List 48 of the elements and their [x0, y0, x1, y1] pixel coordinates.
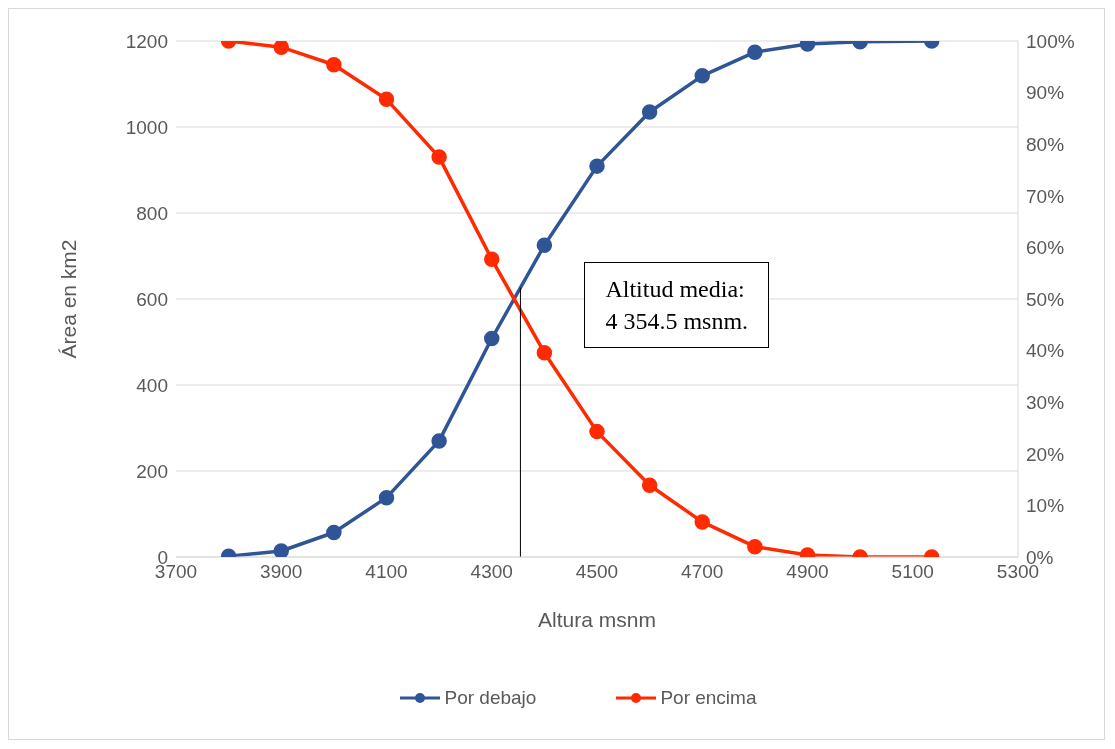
legend-label: Por encima: [659, 687, 757, 709]
point: [431, 149, 447, 165]
point: [326, 56, 342, 73]
point: [431, 433, 447, 449]
x-tick-label: 3900: [260, 561, 303, 583]
y-axis-title: Área en km2: [57, 239, 81, 359]
y2-tick-label: 80%: [1026, 133, 1065, 155]
x-tick-label: 4700: [681, 561, 724, 583]
point: [326, 524, 342, 541]
x-tick-label: 4500: [575, 561, 619, 583]
y-tick-label: 600: [136, 288, 168, 310]
point: [536, 344, 553, 361]
y2-tick-label: 100%: [1026, 30, 1075, 52]
y-tick-label: 800: [136, 202, 168, 224]
y2-tick-label: 40%: [1026, 340, 1065, 362]
y2-tick-label: 50%: [1026, 288, 1065, 310]
point: [589, 158, 605, 174]
y2-tick-label: 90%: [1026, 82, 1065, 104]
point: [536, 237, 553, 253]
annotation: Altitud media: 4 354.5 msnm.: [584, 262, 770, 349]
point: [484, 330, 500, 347]
point: [484, 251, 500, 268]
point: [694, 514, 710, 530]
y2-tick-label: 70%: [1026, 185, 1065, 207]
x-tick-label: 4100: [365, 561, 408, 583]
y-tick-label: 400: [136, 374, 168, 396]
y-tick-label: 1000: [125, 116, 168, 138]
point: [694, 68, 710, 84]
x-tick-label: 4900: [786, 561, 829, 583]
y-tick-label: 1200: [125, 30, 168, 52]
x-tick-label: 5100: [891, 561, 934, 583]
point: [747, 538, 763, 555]
y2-tick-label: 20%: [1026, 443, 1065, 465]
point: [273, 41, 289, 55]
point: [273, 543, 289, 557]
point: [378, 91, 395, 108]
y2-tick-label: 60%: [1026, 237, 1065, 259]
y-tick-label: 200: [136, 460, 168, 482]
point: [747, 44, 763, 60]
legend-label: Por debajo: [443, 687, 537, 709]
y2-tick-label: 10%: [1026, 495, 1065, 517]
point: [641, 477, 658, 494]
point: [378, 489, 395, 506]
point: [641, 104, 658, 120]
y2-tick-label: 30%: [1026, 391, 1065, 413]
x-axis-title: Altura msnm: [538, 608, 656, 631]
point: [589, 423, 605, 440]
x-tick-label: 4300: [470, 561, 513, 583]
